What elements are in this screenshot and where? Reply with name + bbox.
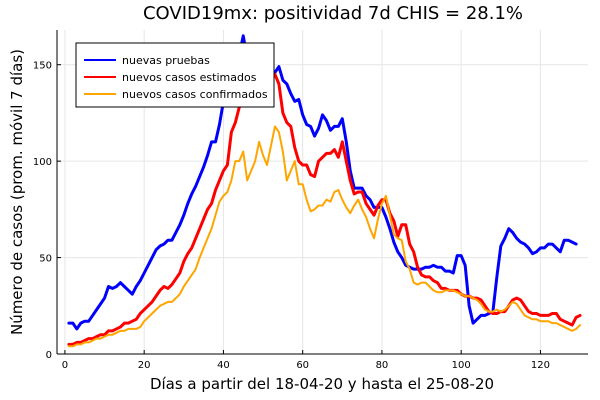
y-tick-label: 150 [33,61,52,72]
x-tick-label: 120 [531,360,550,371]
x-tick-label: 80 [376,360,389,371]
x-ticks: 0 20 40 60 80 100 120 [62,350,550,371]
plot-frame [56,30,588,355]
y-tick-label: 100 [33,157,52,168]
x-tick-label: 20 [138,360,151,371]
x-tick-label: 100 [452,360,471,371]
x-axis-label: Días a partir del 18-04-20 y hasta el 25… [150,375,494,393]
y-tick-label: 50 [39,254,52,265]
y-ticks: 0 50 100 150 [33,61,61,361]
chart-title: COVID19mx: positividad 7d CHIS = 28.1% [143,3,523,24]
y-axis-label: Número de casos (prom. móvil 7 días) [8,49,26,335]
legend-label-1: nuevas pruebas [122,54,210,67]
y-tick-label: 0 [46,350,52,361]
legend-label-3: nuevos casos confirmados [122,88,268,101]
x-tick-label: 40 [217,360,230,371]
series-line-2 [67,72,582,346]
x-tick-label: 60 [296,360,309,371]
series-line-3 [67,125,582,348]
legend-box [75,42,275,108]
series-group [67,34,582,348]
legend-label-2: nuevos casos estimados [122,71,257,84]
legend: nuevas pruebas nuevos casos estimados nuev… [75,42,275,108]
x-tick-label: 0 [62,360,68,371]
